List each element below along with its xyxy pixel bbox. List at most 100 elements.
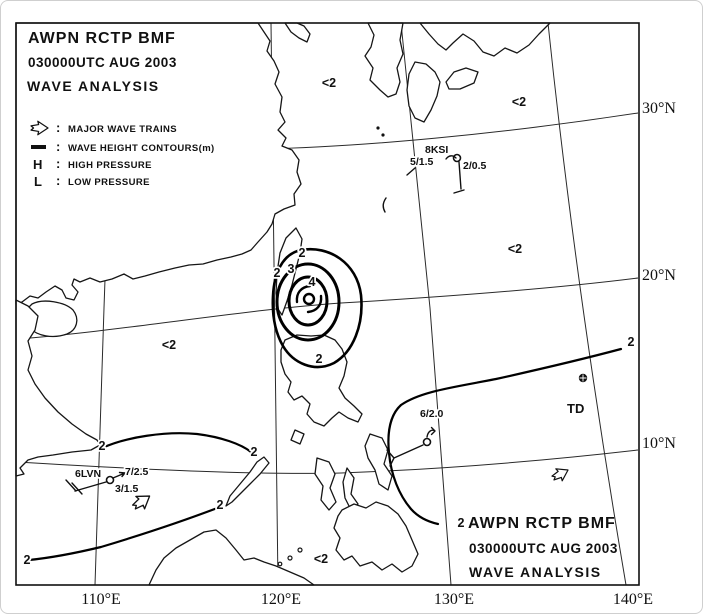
legend-low-label: LOW PRESSURE — [68, 177, 150, 188]
mindanao-island — [333, 501, 419, 573]
contour-label-4: 4 — [309, 275, 316, 289]
parallel-10n — [16, 449, 639, 474]
wave-region-label: <2 — [314, 552, 328, 566]
station-plots — [65, 153, 465, 495]
wave-region-label: <2 — [162, 338, 176, 352]
wave-contours — [27, 247, 623, 562]
dash-icon — [31, 145, 46, 149]
typhoon-arm-bottom — [306, 294, 323, 314]
legend-separator: : — [56, 173, 60, 188]
scs-contour-2m-south — [27, 505, 222, 562]
station-value-8ksi-below: 2/0.5 — [463, 160, 487, 172]
coastlines — [15, 22, 551, 586]
wave-train-arrow-icon — [131, 495, 151, 510]
contour-label-2: 2 — [217, 498, 224, 512]
chart-type: WAVE ANALYSIS — [27, 78, 160, 94]
contour-label-2: 2 — [299, 246, 306, 260]
typhoon-eye — [302, 292, 316, 306]
longitude-label-110e: 110°E — [81, 591, 121, 608]
footer-title: AWPN RCTP BMF — [468, 515, 616, 532]
honshu-island — [419, 22, 551, 57]
wave-region-label: <2 — [512, 95, 526, 109]
shikoku-island — [445, 67, 479, 90]
station-name-8ksi: 8KSI — [425, 144, 448, 156]
wave-train-arrows — [131, 468, 569, 510]
china-mainland — [15, 22, 302, 305]
latitude-label-30n: 30°N — [642, 100, 676, 117]
sulu-islet — [277, 561, 283, 567]
footer-type: WAVE ANALYSIS — [469, 564, 602, 580]
wave-region-label: <2 — [322, 76, 336, 90]
station-labels: TD 8KSI 5/1.5 2/0.5 6LVN 7/2.5 3/1.5 6/2… — [73, 142, 584, 497]
station-barb-8ksi — [406, 161, 465, 194]
meridian-130e — [400, 22, 452, 586]
palawan-island — [225, 456, 270, 507]
contour-labels: 2 3 4 2 2 2 2 2 2 2 2 — [22, 244, 637, 569]
station-circle-8ksi — [452, 153, 462, 163]
longitude-label-120e: 120°E — [261, 591, 301, 608]
axis-labels: 110°E 120°E 130°E 140°E 30°N 20°N 10°N — [81, 100, 676, 608]
sulu-islet — [297, 547, 303, 553]
legend-contours-label: WAVE HEIGHT CONTOURS(m) — [68, 143, 215, 154]
typhoon-arm-top — [295, 284, 312, 304]
longitude-label-130e: 130°E — [434, 591, 474, 608]
td-marker — [578, 373, 588, 383]
footer-block: AWPN RCTP BMF 030000UTC AUG 2003 WAVE AN… — [468, 515, 618, 580]
footer-datetime: 030000UTC AUG 2003 — [469, 541, 618, 556]
samar-leyte-islands — [364, 433, 393, 491]
legend: : MAJOR WAVE TRAINS : WAVE HEIGHT CONTOU… — [30, 120, 215, 189]
ryukyu-islet — [376, 126, 380, 130]
station-squiggle — [445, 155, 457, 160]
contour-label-2: 2 — [458, 516, 465, 530]
korea-peninsula — [364, 22, 404, 98]
parallel-30n — [260, 112, 639, 150]
latitude-label-10n: 10°N — [642, 435, 676, 452]
contour-label-2: 2 — [251, 445, 258, 459]
contour-label-2: 2 — [99, 439, 106, 453]
legend-high-label: HIGH PRESSURE — [68, 160, 152, 171]
longitude-label-140e: 140°E — [613, 591, 653, 608]
chart-datetime: 030000UTC AUG 2003 — [28, 55, 177, 70]
station-arrow-620 — [426, 426, 436, 438]
typhoon-symbol — [295, 284, 323, 314]
station-barb-620 — [386, 444, 424, 467]
station-circle-6lvn — [105, 475, 115, 485]
station-name-6lvn: 6LVN — [75, 468, 101, 480]
station-value-6lvn-upper: 7/2.5 — [125, 466, 149, 478]
station-value-8ksi-left: 5/1.5 — [410, 156, 434, 168]
typhoon-contour-3m — [275, 262, 341, 342]
typhoon-contour-2m — [271, 247, 363, 369]
station-circle-620 — [422, 437, 432, 447]
meridian-140e — [547, 22, 627, 586]
contour-label-2: 2 — [24, 553, 31, 567]
chart-title: AWPN RCTP BMF — [28, 30, 176, 47]
typhoon-contour-4m — [287, 275, 329, 327]
region-wave-labels: <2 <2 <2 <2 <2 — [160, 74, 528, 568]
legend-separator: : — [56, 156, 60, 171]
legend-separator: : — [56, 139, 60, 154]
legend-separator: : — [56, 120, 60, 135]
legend-wave-trains-label: MAJOR WAVE TRAINS — [68, 124, 177, 135]
high-pressure-symbol: H — [33, 157, 42, 172]
arrow-icon — [30, 120, 49, 136]
parallel-20n — [16, 277, 639, 340]
ryukyu-islet — [381, 133, 385, 137]
panay-negros-islands — [314, 457, 337, 511]
station-arrow-6lvn — [112, 471, 126, 479]
wave-region-label: <2 — [508, 242, 522, 256]
map-frame — [15, 22, 640, 586]
contour-label-2: 2 — [274, 266, 281, 280]
station-value-620: 6/2.0 — [420, 408, 444, 420]
ryukyu-island-mark — [382, 197, 387, 213]
station-value-6lvn-lower: 3/1.5 — [115, 483, 139, 495]
latitude-label-20n: 20°N — [642, 267, 676, 284]
title-block: AWPN RCTP BMF 030000UTC AUG 2003 WAVE AN… — [27, 30, 177, 94]
contour-label-2: 2 — [628, 335, 635, 349]
contour-label-2: 2 — [316, 352, 323, 366]
vietnam-coast — [15, 299, 101, 477]
td-dot-detail — [579, 374, 587, 382]
td-contour-2m — [387, 347, 623, 526]
low-pressure-symbol: L — [34, 174, 42, 189]
